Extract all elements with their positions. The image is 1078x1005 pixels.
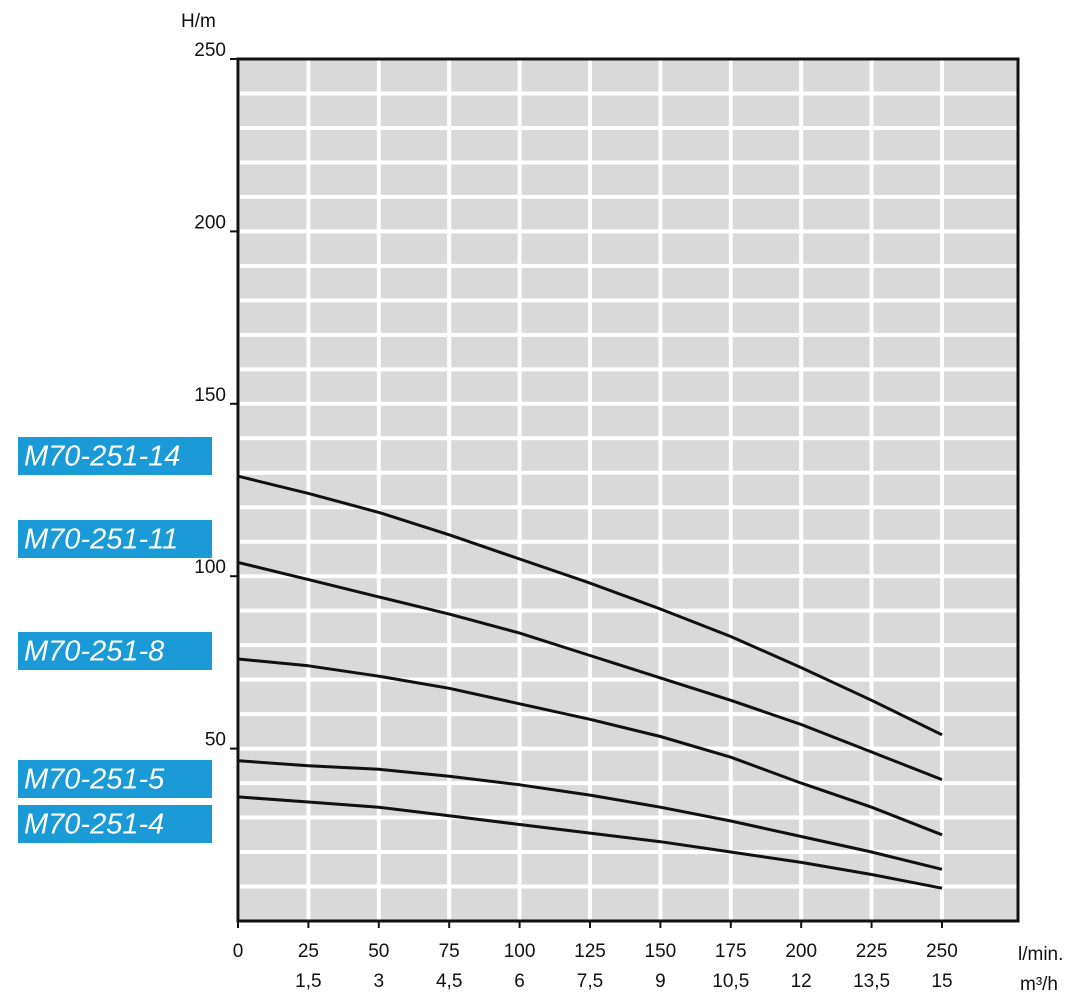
series-label: M70-251-8 bbox=[24, 636, 164, 668]
x2-tick-label: 3 bbox=[374, 971, 385, 992]
x-tick-label: 75 bbox=[439, 941, 460, 962]
x2-tick-label: 1,5 bbox=[295, 971, 321, 992]
curve bbox=[237, 560, 943, 781]
y-tick-label: 100 bbox=[194, 557, 226, 578]
x-axis-label: l/min. bbox=[1018, 944, 1063, 965]
y-tick-label: 200 bbox=[194, 212, 226, 233]
x-tick-label: 150 bbox=[645, 941, 677, 962]
x2-tick-label: 7,5 bbox=[577, 971, 603, 992]
y-tick-label: 50 bbox=[205, 730, 226, 751]
x-tick-label: 125 bbox=[574, 941, 606, 962]
x-tick-label: 200 bbox=[785, 941, 817, 962]
x2-tick-label: 9 bbox=[655, 971, 666, 992]
series-label-box bbox=[18, 805, 212, 843]
x-tick-label: 250 bbox=[926, 941, 958, 962]
series-label-box bbox=[18, 520, 212, 558]
series-label: M70-251-14 bbox=[24, 441, 180, 473]
series-label-box bbox=[18, 760, 212, 798]
y-tick-label: 250 bbox=[194, 40, 226, 61]
x-tick-label: 100 bbox=[504, 941, 536, 962]
x2-axis-label: m³/h bbox=[1020, 974, 1058, 995]
curve bbox=[237, 474, 943, 737]
y-axis-label: H/m bbox=[181, 11, 216, 32]
x-tick-label: 225 bbox=[856, 941, 888, 962]
curve bbox=[237, 759, 943, 871]
x-tick-label: 0 bbox=[233, 941, 244, 962]
x2-tick-label: 6 bbox=[514, 971, 525, 992]
x-tick-label: 175 bbox=[715, 941, 747, 962]
x2-tick-label: 10,5 bbox=[712, 971, 749, 992]
x2-tick-label: 15 bbox=[931, 971, 952, 992]
curve bbox=[237, 657, 943, 837]
series-label-box bbox=[18, 437, 212, 475]
x2-tick-label: 12 bbox=[791, 971, 812, 992]
series-label: M70-251-5 bbox=[24, 764, 165, 796]
x2-tick-label: 13,5 bbox=[853, 971, 890, 992]
plot-frame bbox=[236, 57, 1020, 923]
series-label: M70-251-4 bbox=[24, 809, 164, 841]
curve bbox=[237, 795, 943, 890]
series-label-box bbox=[18, 632, 212, 670]
plot-area bbox=[238, 59, 1018, 921]
x-tick-label: 25 bbox=[298, 941, 319, 962]
x2-tick-label: 4,5 bbox=[436, 971, 462, 992]
x-tick-label: 50 bbox=[368, 941, 389, 962]
series-label: M70-251-11 bbox=[24, 524, 178, 556]
y-tick-label: 150 bbox=[194, 385, 226, 406]
